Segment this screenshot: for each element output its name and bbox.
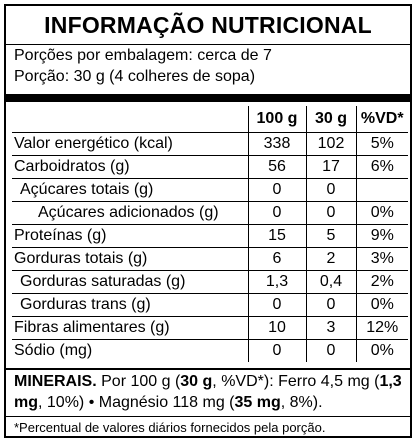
footnote-divider bbox=[6, 416, 410, 417]
serving-size: Porção: 30 g (4 colheres de sopa) bbox=[14, 68, 256, 85]
value-100g: 15 bbox=[247, 224, 307, 248]
minerals-text-part: , %VD*): Ferro 4,5 mg ( bbox=[212, 373, 380, 390]
table-header-row: 100 g 30 g %VD* bbox=[12, 106, 408, 133]
table-row: Açúcares adicionados (g) 0 0 0% bbox=[12, 201, 408, 225]
table-row: Gorduras totais (g) 6 2 3% bbox=[12, 247, 408, 271]
value-vd: 3% bbox=[355, 247, 408, 271]
table-row: Carboidratos (g) 56 17 6% bbox=[12, 155, 408, 179]
value-vd: 6% bbox=[355, 155, 408, 179]
minerals-divider bbox=[6, 368, 410, 370]
minerals-text-part: , 10%) • Magnésio 118 mg ( bbox=[38, 394, 235, 411]
nutrient-name: Gorduras saturadas (g) bbox=[12, 270, 249, 294]
minerals-text-part: , 8%). bbox=[280, 394, 323, 411]
nutrient-name: Gorduras trans (g) bbox=[12, 293, 249, 317]
value-vd: 2% bbox=[355, 270, 408, 294]
header-100g: 100 g bbox=[247, 106, 307, 133]
value-30g: 0 bbox=[305, 293, 357, 317]
minerals-bold-part: 1,3 mg bbox=[14, 373, 402, 411]
value-vd: 9% bbox=[355, 224, 408, 248]
value-100g: 0 bbox=[247, 293, 307, 317]
value-100g: 1,3 bbox=[247, 270, 307, 294]
value-30g: 2 bbox=[305, 247, 357, 271]
value-30g: 0 bbox=[305, 339, 357, 362]
value-30g: 3 bbox=[305, 316, 357, 340]
value-100g: 338 bbox=[247, 132, 307, 156]
nutrient-name: Gorduras totais (g) bbox=[12, 247, 249, 271]
thick-divider bbox=[6, 94, 410, 102]
value-30g: 0 bbox=[305, 178, 357, 202]
table-row: Proteínas (g) 15 5 9% bbox=[12, 224, 408, 248]
nutrient-name: Proteínas (g) bbox=[12, 224, 249, 248]
value-100g: 56 bbox=[247, 155, 307, 179]
nutrition-table: 100 g 30 g %VD* Valor energético (kcal) … bbox=[12, 106, 408, 362]
nutrient-name: Carboidratos (g) bbox=[12, 155, 249, 179]
value-vd: 0% bbox=[355, 201, 408, 225]
servings-per-package: Porções por embalagem: cerca de 7 bbox=[14, 47, 272, 64]
label-title: INFORMAÇÃO NUTRICIONAL bbox=[44, 12, 372, 38]
table-row: Gorduras trans (g) 0 0 0% bbox=[12, 293, 408, 317]
nutrient-name: Valor energético (kcal) bbox=[12, 132, 249, 156]
minerals-text: MINERAIS. Por 100 g (30 g, %VD*): Ferro … bbox=[14, 371, 406, 413]
minerals-heading: MINERAIS. bbox=[14, 373, 97, 390]
table-row: Gorduras saturadas (g) 1,3 0,4 2% bbox=[12, 270, 408, 294]
value-100g: 0 bbox=[247, 339, 307, 362]
nutrition-facts-label: INFORMAÇÃO NUTRICIONAL Porções por embal… bbox=[4, 4, 412, 438]
value-100g: 6 bbox=[247, 247, 307, 271]
value-vd: 0% bbox=[355, 339, 408, 362]
value-vd: 0% bbox=[355, 293, 408, 317]
minerals-text-part: Por 100 g ( bbox=[96, 373, 181, 390]
table-row: Valor energético (kcal) 338 102 5% bbox=[12, 132, 408, 156]
value-vd: 5% bbox=[355, 132, 408, 156]
value-100g: 10 bbox=[247, 316, 307, 340]
minerals-bold-part: 35 mg bbox=[234, 394, 281, 411]
nutrient-name: Sódio (mg) bbox=[12, 339, 249, 362]
value-30g: 102 bbox=[305, 132, 357, 156]
table-row: Açúcares totais (g) 0 0 bbox=[12, 178, 408, 202]
value-vd bbox=[355, 178, 408, 202]
nutrient-name: Açúcares adicionados (g) bbox=[12, 201, 249, 225]
value-100g: 0 bbox=[247, 178, 307, 202]
header-blank-cell bbox=[12, 106, 249, 133]
header-30g: 30 g bbox=[305, 106, 357, 133]
value-30g: 0,4 bbox=[305, 270, 357, 294]
value-vd: 12% bbox=[355, 316, 408, 340]
nutrient-name: Fibras alimentares (g) bbox=[12, 316, 249, 340]
value-30g: 5 bbox=[305, 224, 357, 248]
value-100g: 0 bbox=[247, 201, 307, 225]
header-vd: %VD* bbox=[355, 106, 408, 133]
table-row: Fibras alimentares (g) 10 3 12% bbox=[12, 316, 408, 340]
nutrient-name: Açúcares totais (g) bbox=[12, 178, 249, 202]
footnote: *Percentual de valores diários fornecido… bbox=[14, 420, 326, 435]
value-30g: 17 bbox=[305, 155, 357, 179]
table-row: Sódio (mg) 0 0 0% bbox=[12, 339, 408, 362]
minerals-bold-part: 30 g bbox=[180, 373, 213, 390]
title-divider bbox=[6, 44, 410, 45]
value-30g: 0 bbox=[305, 201, 357, 225]
